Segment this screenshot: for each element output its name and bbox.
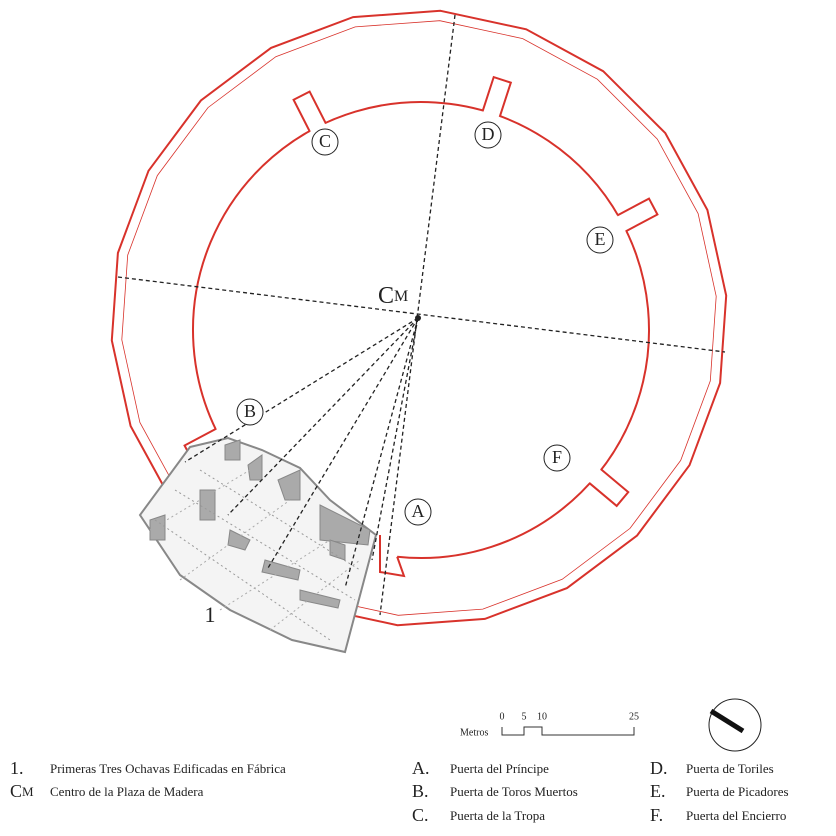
center-label: CM	[378, 283, 408, 309]
legend-key-text: A.	[412, 758, 430, 778]
dashed-line	[184, 317, 419, 463]
compass-needle	[709, 708, 745, 734]
notch-gap	[481, 107, 501, 119]
legend-text: Primeras Tres Ochavas Edificadas en Fábr…	[50, 761, 286, 776]
dashed-line	[371, 317, 419, 561]
dashed-line	[379, 14, 456, 616]
building-wall	[329, 539, 346, 561]
gate-notch	[292, 90, 327, 134]
legend-key-text: B.	[412, 781, 429, 801]
scale-tick-label: 5	[522, 711, 527, 722]
legend-key-text: C	[10, 781, 22, 801]
legend-text: Puerta de la Tropa	[450, 808, 545, 823]
building-wall	[319, 504, 371, 546]
building-wall	[227, 529, 251, 551]
building-hatch	[199, 469, 361, 571]
scale-tick-label: 10	[537, 711, 547, 722]
notch-gap	[308, 120, 327, 134]
gate-letter: D	[482, 124, 495, 144]
scale-bar	[501, 726, 635, 736]
notch-gap	[615, 213, 630, 233]
gate-circle	[236, 398, 264, 426]
legend-key: F.	[650, 805, 663, 825]
gate-circle	[586, 226, 614, 254]
legend-key-text: C.	[412, 805, 429, 825]
legend-text: Centro de la Plaza de Madera	[50, 784, 204, 799]
scale-unit: Metros	[460, 727, 488, 738]
building-wall	[299, 589, 341, 609]
outer-wall	[110, 9, 728, 627]
legend-key: A.	[412, 758, 430, 778]
notch	[588, 468, 630, 508]
legend-text: Puerta de Picadores	[686, 784, 789, 799]
legend-key-text: E.	[650, 781, 666, 801]
gate-circle	[543, 444, 571, 472]
gate-notch	[481, 75, 513, 119]
gate-circle	[404, 498, 432, 526]
gate-notch	[587, 467, 630, 508]
building-wall	[149, 514, 166, 541]
legend-key-text: F.	[650, 805, 663, 825]
legend-key-text: 1.	[10, 758, 24, 778]
dashed-line	[117, 276, 726, 353]
legend-text: Puerta del Príncipe	[450, 761, 549, 776]
gate-circle	[311, 128, 339, 156]
legend-key: CM	[10, 781, 34, 801]
legend-key: 1.	[10, 758, 24, 778]
gate-a-wall	[379, 535, 406, 578]
legend-key-text: D.	[650, 758, 668, 778]
building-hatch	[269, 559, 361, 631]
notch	[292, 90, 327, 133]
building-hatch	[219, 539, 331, 611]
building-wall	[224, 439, 241, 461]
notch	[481, 75, 513, 118]
gate-letter: C	[319, 131, 331, 151]
gate-circle	[474, 121, 502, 149]
legend-text: Puerta de Toros Muertos	[450, 784, 578, 799]
center-letter: C	[378, 283, 394, 309]
gate-letter: A	[412, 501, 425, 521]
legend-key-sub: M	[22, 784, 34, 799]
center-point	[415, 315, 421, 321]
gate-notch	[615, 197, 659, 233]
section-label: 1	[205, 602, 216, 627]
gate-letter: E	[595, 229, 606, 249]
building-wall	[199, 489, 216, 521]
legend-key: C.	[412, 805, 429, 825]
center-sub: M	[394, 288, 408, 305]
dashed-line	[344, 317, 419, 589]
legend-text: Puerta del Encierro	[686, 808, 786, 823]
scale-tick-label: 25	[629, 711, 639, 722]
gate-letter: F	[552, 447, 562, 467]
notch-gap	[587, 467, 604, 486]
legend-text: Puerta de Toriles	[686, 761, 774, 776]
legend-key: B.	[412, 781, 429, 801]
legend-key: E.	[650, 781, 666, 801]
scale-tick-label: 0	[500, 711, 505, 722]
gate-letter: B	[244, 401, 256, 421]
notch	[616, 197, 659, 233]
building-hatch	[154, 519, 331, 641]
dashed-line	[227, 317, 419, 516]
outer-wall-inner	[121, 20, 717, 616]
building-hatch	[174, 489, 356, 601]
building-wall	[277, 469, 301, 501]
legend-key: D.	[650, 758, 668, 778]
inner-ring	[192, 101, 650, 559]
